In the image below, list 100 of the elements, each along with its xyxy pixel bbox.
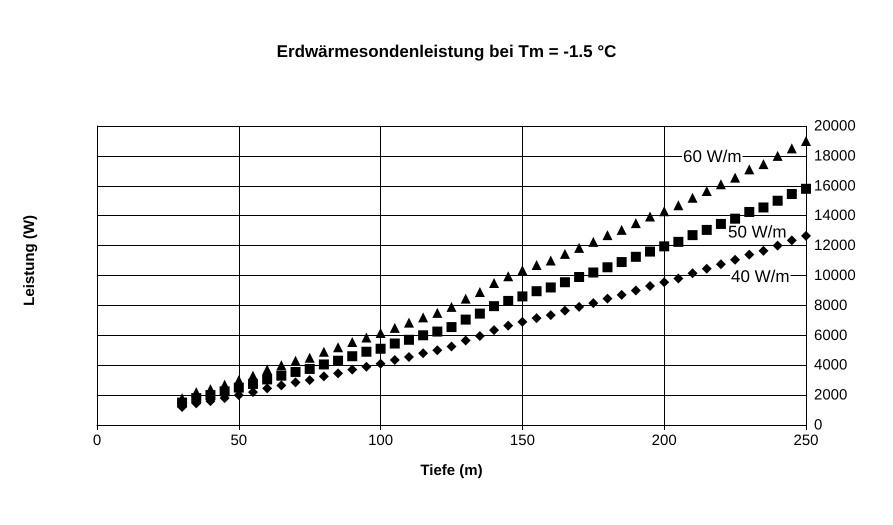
point [503, 296, 514, 306]
point [801, 230, 811, 241]
point [376, 358, 386, 369]
point [730, 214, 740, 224]
point [489, 325, 500, 336]
point [730, 254, 740, 265]
y-tick-label: 6000 [814, 326, 848, 344]
point [474, 331, 485, 342]
point [532, 260, 542, 270]
point [716, 218, 726, 229]
series-label: 60 W/m [683, 146, 742, 166]
point [318, 346, 329, 357]
point [574, 272, 584, 282]
point [276, 380, 286, 390]
x-tick-label: 200 [652, 432, 677, 449]
point [418, 348, 428, 358]
point [460, 294, 471, 304]
point [503, 320, 514, 331]
point [688, 230, 698, 240]
x-tick-label: 250 [793, 432, 819, 449]
point [248, 387, 258, 398]
point [616, 257, 627, 268]
point [630, 285, 641, 296]
point [390, 322, 400, 333]
point [758, 246, 768, 256]
x-tick-label: 0 [92, 432, 102, 449]
point [546, 282, 556, 292]
point [716, 259, 726, 270]
point [801, 136, 811, 146]
point [702, 224, 712, 235]
y-tick-label: 12000 [814, 237, 856, 254]
point [489, 301, 500, 312]
point [702, 264, 712, 274]
point [390, 338, 400, 349]
point [630, 252, 641, 262]
point [460, 336, 471, 346]
point [333, 368, 344, 378]
point [262, 364, 272, 375]
point [318, 359, 329, 370]
point [659, 277, 670, 288]
point [758, 202, 768, 212]
point [532, 313, 542, 324]
point [347, 337, 358, 348]
series-label: 50 W/m [728, 222, 787, 242]
point [517, 265, 528, 276]
point [432, 308, 442, 318]
point [730, 172, 740, 183]
series-label: 40 W/m [731, 267, 790, 286]
point [560, 306, 570, 316]
point [560, 248, 570, 259]
point [772, 150, 783, 161]
point [333, 342, 344, 352]
point [532, 286, 542, 296]
point [304, 352, 315, 363]
point [744, 250, 754, 260]
point [716, 179, 726, 190]
x-tick-label: 50 [230, 432, 248, 449]
point [801, 184, 811, 194]
point [304, 375, 315, 386]
point [560, 277, 570, 288]
y-axis-title: Leistung (W) [21, 214, 38, 306]
y-tick-label: 4000 [814, 356, 848, 374]
y-tick-label: 20000 [814, 118, 856, 134]
y-tick-label: 10000 [814, 267, 856, 284]
point [446, 302, 456, 312]
point [616, 224, 627, 235]
point [347, 351, 358, 362]
point [404, 334, 414, 345]
point [248, 378, 258, 389]
point [446, 342, 456, 352]
point [517, 291, 528, 302]
y-tick-label: 8000 [814, 296, 848, 314]
point [574, 302, 584, 312]
chart-title: Erdwärmesondenleistung bei Tm = -1.5 °C [276, 42, 616, 61]
y-tick-label: 16000 [814, 177, 856, 194]
point [702, 186, 712, 196]
x-tick-label: 100 [368, 432, 394, 449]
point [546, 256, 556, 266]
y-tick-label: 14000 [814, 207, 856, 224]
point [290, 366, 301, 377]
point [390, 354, 400, 365]
point [673, 200, 684, 210]
point [602, 262, 612, 272]
point [376, 328, 386, 338]
point [361, 332, 372, 343]
point [404, 352, 414, 362]
point [616, 290, 627, 300]
point [645, 211, 656, 222]
point [290, 377, 301, 388]
point [688, 192, 698, 203]
y-tick-label: 2000 [814, 386, 848, 404]
point [546, 310, 556, 320]
point [432, 326, 442, 337]
point [276, 370, 286, 381]
point [333, 356, 344, 366]
point [404, 318, 414, 328]
point [645, 280, 656, 291]
point [347, 364, 358, 375]
point [588, 268, 598, 278]
point [630, 218, 641, 228]
